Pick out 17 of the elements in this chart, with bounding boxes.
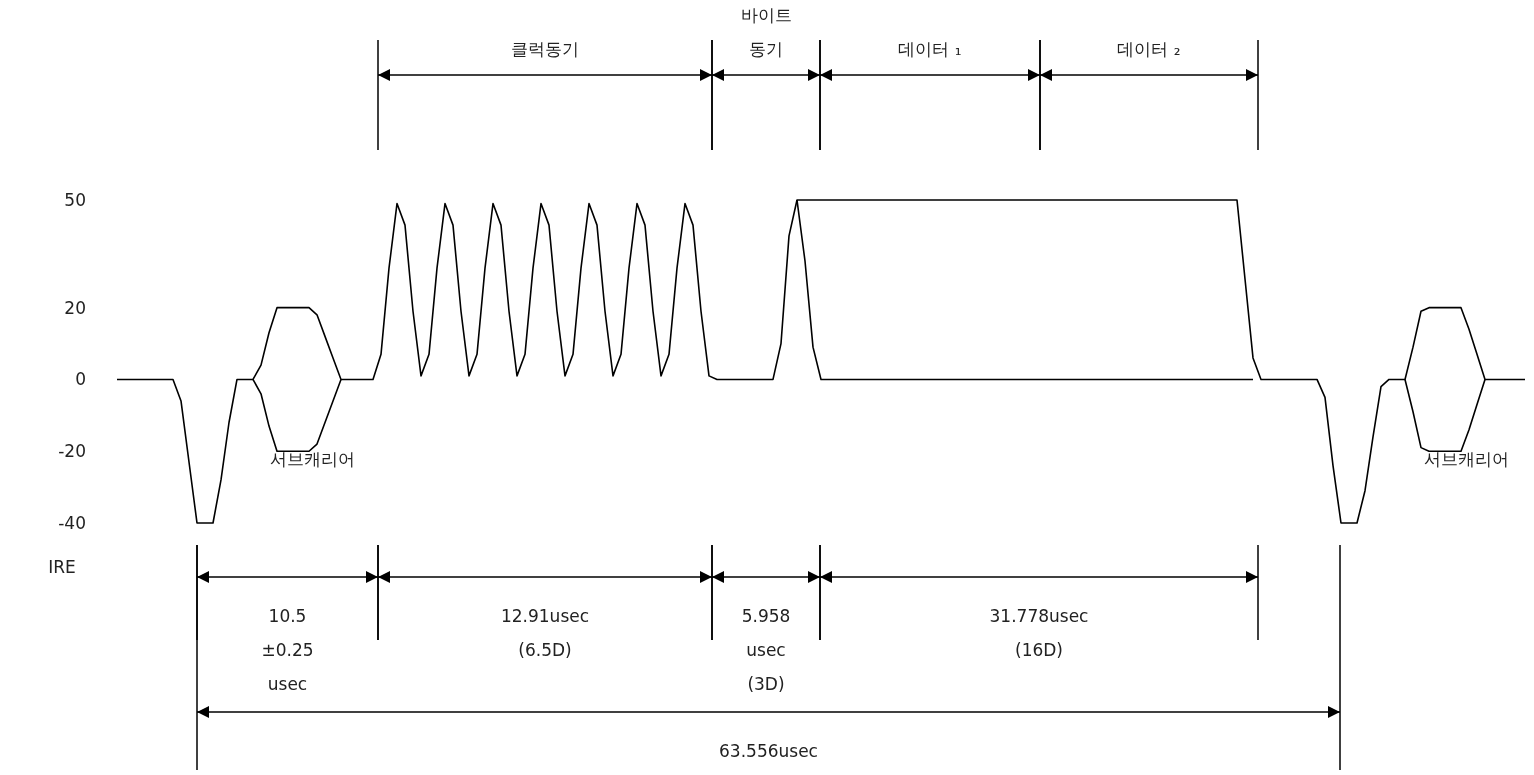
text: 데이터 ₁ [898, 39, 962, 59]
text: 데이터 ₂ [1117, 39, 1181, 59]
text: 5.958 usec (3D) [741, 606, 791, 694]
annotation: 서브캐리어 [1423, 449, 1509, 469]
y-tick-label: 50 [64, 189, 86, 210]
y-tick-label: -20 [58, 441, 86, 462]
text: 클럭동기 [511, 39, 579, 59]
text: 63.556usec [719, 741, 818, 761]
text: 31.778usec (16D) [989, 606, 1089, 660]
y-tick-label: 20 [64, 297, 86, 318]
text: 12.91usec (6.5D) [500, 606, 590, 660]
y-tick-label: -40 [58, 512, 86, 533]
text: 10.5 ±0.25 usec [261, 606, 314, 694]
y-axis-title: IRE [48, 557, 76, 577]
annotation: 서브캐리어 [269, 449, 355, 469]
text: 바이트 동기 [740, 5, 792, 59]
y-tick-label: 0 [75, 369, 86, 390]
